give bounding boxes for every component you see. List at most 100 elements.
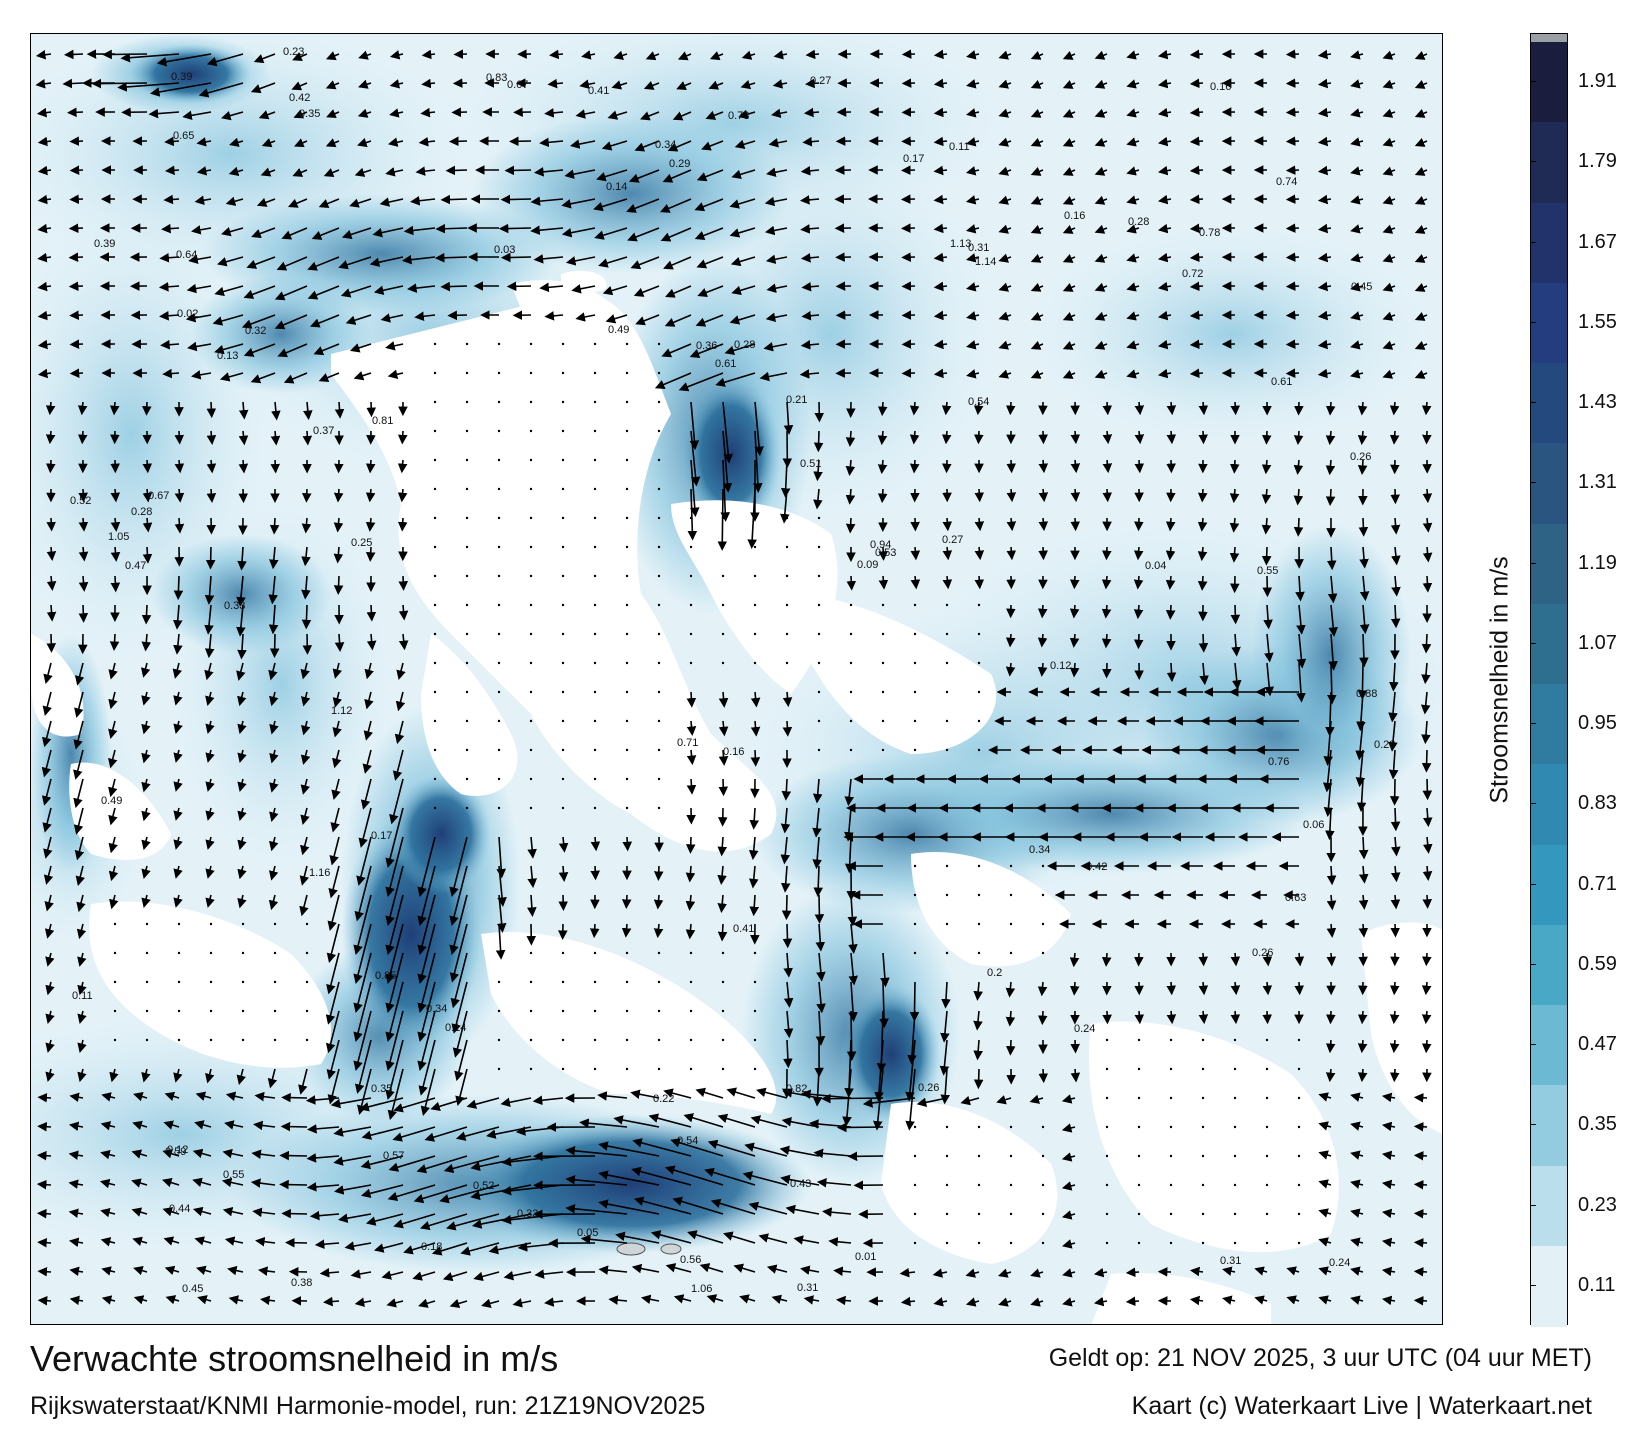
current-vector (1317, 252, 1332, 263)
current-vector (1382, 311, 1396, 321)
current-vector (385, 952, 404, 1013)
current-vector (141, 894, 151, 908)
current-vector (1358, 517, 1369, 537)
current-vector (1325, 1068, 1336, 1083)
current-vector (269, 836, 279, 852)
current-vector (325, 1010, 340, 1054)
current-vector (416, 1155, 468, 1174)
current-vector (420, 107, 436, 118)
current-vector (729, 314, 756, 325)
speed-value-label: 0.24 (1074, 1023, 1095, 1035)
current-vector (1317, 368, 1332, 379)
current-vector (1062, 311, 1076, 321)
current-vector (1413, 1266, 1428, 1277)
current-vector (1325, 459, 1336, 476)
calm-point (1297, 1125, 1301, 1129)
current-vector (1229, 517, 1240, 533)
speed-value-label: 0.55 (1257, 565, 1278, 577)
current-vector (815, 923, 826, 952)
current-vector (801, 281, 820, 292)
calm-point (465, 400, 469, 404)
current-vector (68, 252, 84, 263)
current-vector (1421, 662, 1431, 685)
calm-point (1041, 893, 1045, 897)
current-vector (450, 952, 468, 1009)
speed-value-label: 0.23 (283, 46, 304, 58)
current-vector (1350, 1092, 1364, 1102)
current-vector (353, 1010, 372, 1071)
current-vector (848, 923, 858, 955)
current-vector (1126, 50, 1140, 60)
current-vector (1029, 1094, 1044, 1104)
current-vector (236, 1068, 246, 1085)
current-vector (361, 1126, 404, 1140)
current-vector (878, 546, 888, 561)
current-vector (43, 865, 54, 885)
current-vector (307, 285, 340, 300)
current-field-mid (191, 274, 371, 394)
calm-point (945, 1183, 949, 1187)
current-vector (1094, 311, 1108, 321)
current-vector (1125, 1296, 1140, 1307)
current-vector (99, 1178, 116, 1189)
calm-point (273, 1038, 277, 1042)
current-vector (1229, 488, 1240, 504)
calm-point (305, 980, 309, 984)
current-vector (389, 79, 404, 89)
current-vector (527, 894, 537, 917)
current-vector (73, 720, 84, 750)
current-vector (764, 225, 788, 236)
current-vector (325, 80, 340, 90)
current-vector (685, 865, 696, 883)
current-vector (353, 923, 372, 984)
current-vector (392, 749, 404, 781)
current-vector (187, 341, 212, 352)
current-vector (1357, 1039, 1368, 1054)
current-vector (385, 981, 404, 1042)
calm-point (881, 719, 885, 723)
calm-point (1297, 1067, 1301, 1071)
calm-point (657, 400, 661, 404)
current-vector (1165, 546, 1176, 561)
current-vector (1166, 401, 1177, 416)
current-vector (1323, 720, 1334, 766)
current-vector (780, 488, 790, 524)
current-vector (705, 110, 724, 120)
current-vector (530, 196, 564, 206)
current-field-high (451, 1114, 811, 1254)
calm-point (817, 603, 821, 607)
current-vector (1359, 546, 1369, 569)
current-vector (722, 430, 733, 493)
calm-point (1009, 922, 1013, 926)
current-vector (333, 1155, 372, 1166)
current-vector (221, 226, 244, 237)
calm-point (1137, 1154, 1141, 1158)
current-vector (325, 981, 340, 1025)
current-vector (1157, 136, 1172, 147)
current-vector (1414, 79, 1428, 89)
current-vector (544, 108, 564, 118)
current-vector (1199, 662, 1209, 686)
calm-point (1169, 1183, 1173, 1187)
current-vector (973, 401, 984, 416)
current-vector (1422, 894, 1433, 909)
current-vector (766, 167, 788, 177)
current-vector (281, 1208, 308, 1219)
colorbar-tick-label: 1.43 (1578, 391, 1617, 414)
current-vector (836, 1122, 884, 1133)
current-vector (78, 546, 89, 562)
colorbar-segment (1531, 282, 1567, 364)
current-vector (1133, 575, 1144, 590)
current-vector (369, 256, 404, 267)
current-vector (205, 749, 215, 763)
current-vector (205, 894, 215, 908)
calm-point (433, 806, 437, 810)
current-vector (206, 430, 217, 445)
current-vector (1229, 546, 1240, 563)
calm-point (593, 951, 597, 955)
colorbar-segment (1531, 523, 1567, 605)
calm-point (977, 719, 981, 723)
calm-point (753, 545, 757, 549)
calm-point (945, 632, 949, 636)
current-vector (451, 981, 468, 1034)
